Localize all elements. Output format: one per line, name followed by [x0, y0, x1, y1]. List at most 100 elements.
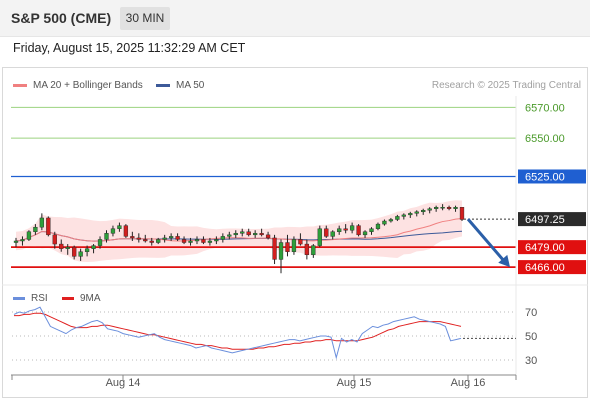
ma50-swatch-icon — [156, 83, 170, 87]
candle-body — [253, 233, 258, 236]
level-label-6570.00: 6570.00 — [525, 102, 565, 114]
candle — [143, 234, 148, 243]
candle-body — [59, 243, 64, 249]
level-tag-6525.00 — [518, 169, 586, 184]
candle — [20, 236, 25, 246]
candle-body — [395, 216, 400, 220]
candle — [233, 230, 238, 238]
candle-body — [143, 239, 148, 242]
candle-body — [33, 226, 38, 232]
candle-body — [440, 206, 445, 209]
candle — [240, 228, 245, 237]
candle-body — [291, 239, 297, 252]
interval-button[interactable]: 30 MIN — [120, 7, 170, 30]
candle — [311, 244, 316, 258]
bollinger-band — [16, 200, 462, 263]
candle-body — [337, 228, 342, 232]
candle-body — [26, 231, 32, 240]
candle-body — [156, 239, 161, 243]
ma20-swatch-icon — [13, 83, 27, 87]
candle-body — [162, 237, 167, 240]
candle-body — [220, 236, 225, 240]
candle — [123, 224, 129, 238]
candle-body — [259, 233, 264, 236]
candle-body — [317, 228, 322, 246]
timestamp: Friday, August 15, 2025 11:32:29 AM CET — [13, 41, 246, 55]
candle-body — [427, 208, 432, 211]
rsi-tick-label: 70 — [525, 307, 537, 319]
level-label-6466.00: 6466.00 — [525, 262, 565, 274]
candle — [337, 225, 342, 235]
candle — [265, 231, 271, 240]
candle-body — [46, 217, 51, 236]
candle-body — [97, 239, 103, 246]
candle — [253, 230, 258, 238]
candle — [181, 236, 187, 245]
candle-body — [278, 242, 284, 260]
candle-body — [401, 214, 406, 217]
candle — [440, 204, 445, 211]
candle-body — [408, 213, 413, 216]
level-tag-6479.00 — [518, 240, 586, 255]
candle — [188, 237, 193, 246]
legend-ma20-label: MA 20 + Bollinger Bands — [33, 80, 143, 91]
candle — [214, 236, 219, 245]
level-label-6550.00: 6550.00 — [525, 133, 565, 145]
candle-body — [272, 237, 277, 260]
candle-body — [285, 242, 290, 252]
candle — [324, 225, 329, 238]
candle — [227, 231, 232, 240]
level-tag-6466.00 — [518, 260, 586, 275]
candle — [97, 236, 103, 249]
legend-ma20-bb: MA 20 + Bollinger Bands — [13, 80, 143, 91]
candle — [246, 228, 251, 237]
candle-body — [201, 239, 206, 243]
candle-body — [434, 206, 439, 209]
candle-body — [304, 243, 310, 256]
candle — [349, 222, 355, 234]
candle-body — [13, 240, 19, 243]
legend-ma50-label: MA 50 — [176, 80, 205, 91]
candle-body — [446, 206, 452, 209]
candle-body — [246, 231, 251, 236]
candle — [388, 217, 394, 223]
candle-body — [130, 236, 135, 239]
candle — [136, 233, 141, 243]
candle-body — [311, 245, 316, 256]
candle — [65, 244, 70, 255]
forecast-arrow-shaft — [466, 218, 507, 264]
candle — [278, 239, 284, 274]
x-axis-label: Aug 15 — [337, 377, 372, 389]
candle-body — [240, 231, 245, 234]
level-label-6525.00: 6525.00 — [525, 171, 565, 183]
credit-text: Research © 2025 Trading Central — [431, 80, 581, 91]
candle-body — [330, 231, 335, 237]
candle-body — [78, 251, 83, 257]
candle-body — [414, 211, 419, 214]
legend-9ma-label: 9MA — [80, 293, 101, 304]
candle-body — [136, 237, 141, 240]
candle — [395, 214, 400, 222]
candle-body — [149, 240, 154, 243]
candle-body — [65, 246, 70, 249]
candle-body — [214, 239, 219, 242]
candle — [375, 222, 381, 231]
candle — [291, 236, 297, 255]
candle-body — [349, 225, 355, 231]
candle — [272, 234, 277, 265]
candle-body — [39, 217, 44, 228]
candle — [110, 225, 116, 237]
candle-body — [298, 239, 303, 245]
candle-body — [375, 223, 381, 229]
ma20-line — [15, 217, 463, 242]
candle-body — [382, 220, 387, 225]
candle-body — [181, 239, 187, 243]
candle — [175, 233, 180, 241]
candle — [330, 230, 335, 240]
nine-ma-swatch-icon — [62, 296, 74, 300]
candle — [194, 236, 200, 245]
legend-rsi: RSI — [13, 293, 48, 304]
chart-frame — [2, 67, 588, 398]
candle — [207, 237, 213, 246]
candle — [298, 233, 303, 246]
